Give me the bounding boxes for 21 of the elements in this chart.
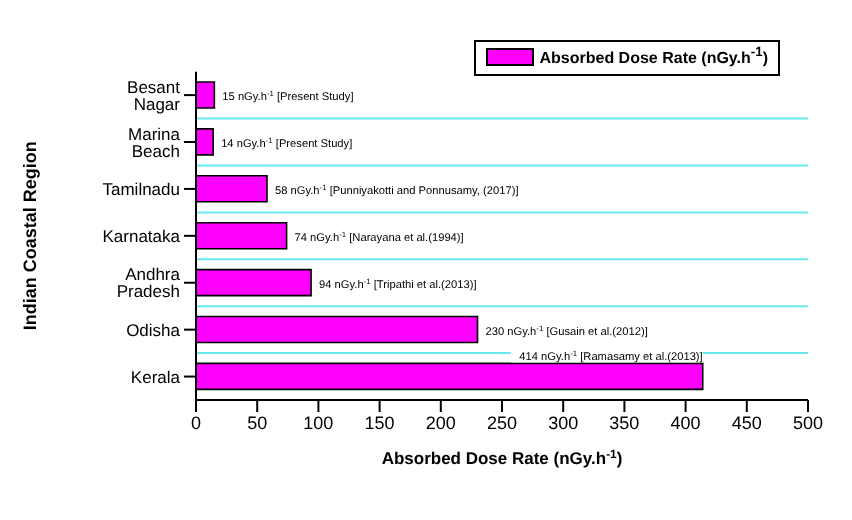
x-tick-label: 350 (609, 412, 640, 433)
y-tick-label: Odisha (126, 319, 181, 340)
y-tick-label: Andhra Pradesh (116, 264, 181, 302)
x-tick-label: 50 (247, 412, 268, 433)
x-tick-label: 400 (670, 412, 701, 433)
y-tick-label: Besant Nagar (127, 76, 182, 114)
legend-label: Absorbed Dose Rate (nGy.h$^{-1}$) (539, 46, 768, 68)
x-tick-label: 250 (486, 412, 518, 433)
x-tick-label: 0 (190, 412, 202, 433)
x-tick-label: 300 (548, 412, 579, 433)
y-tick-label: Marina Beach (128, 123, 181, 161)
y-tick-label: Tamilnadu (102, 178, 181, 199)
x-tick-label: 150 (364, 412, 395, 433)
x-tick-label: 500 (792, 412, 824, 433)
y-tick-label: Karnataka (102, 225, 181, 246)
x-axis-title: Absorbed Dose Rate (nGy.h$^{-1}$) (381, 448, 623, 468)
y-tick-label: Kerala (130, 366, 181, 387)
x-tick-label: 100 (303, 412, 334, 433)
x-tick-label: 200 (425, 412, 456, 433)
x-tick-label: 450 (731, 412, 762, 433)
y-axis-title: Indian Coastal Region (20, 141, 40, 331)
